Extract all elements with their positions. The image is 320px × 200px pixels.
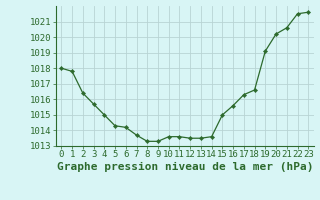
X-axis label: Graphe pression niveau de la mer (hPa): Graphe pression niveau de la mer (hPa) <box>57 162 313 172</box>
